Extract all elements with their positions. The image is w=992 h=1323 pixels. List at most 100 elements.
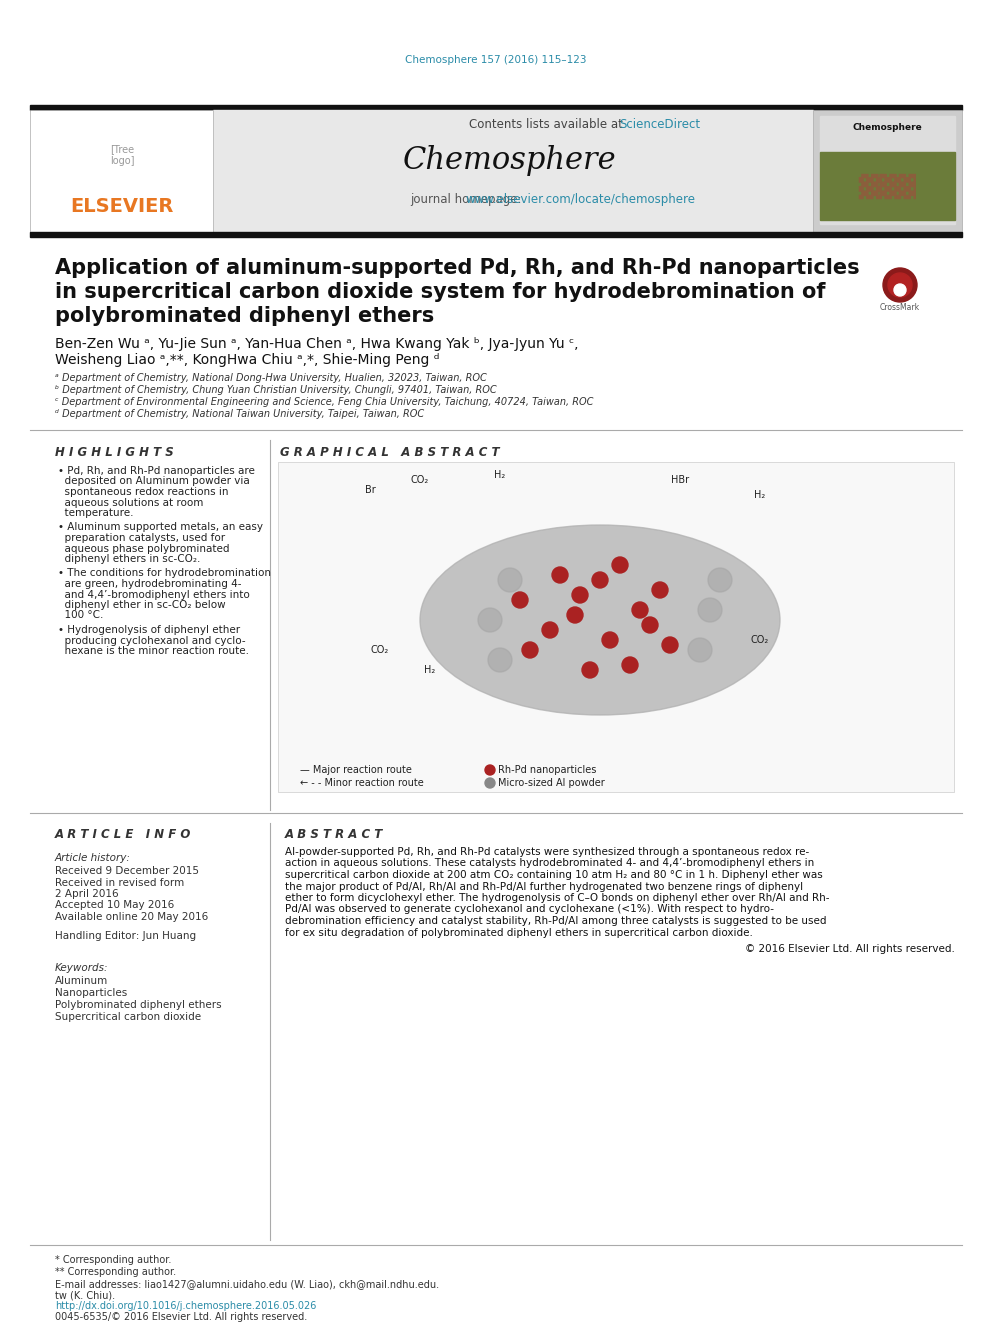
Circle shape [612,557,628,573]
Bar [820,116,955,224]
Text: H₂: H₂ [754,490,766,500]
Text: debromination efficiency and catalyst stability, Rh-Pd/Al among three catalysts : debromination efficiency and catalyst st… [285,916,826,926]
Circle shape [498,568,522,591]
Text: Supercritical carbon dioxide: Supercritical carbon dioxide [55,1012,201,1021]
Circle shape [602,632,618,648]
Text: supercritical carbon dioxide at 200 atm CO₂ containing 10 atm H₂ and 80 °C in 1 : supercritical carbon dioxide at 200 atm … [285,871,822,880]
Circle shape [708,568,732,591]
Circle shape [485,765,495,775]
Text: aqueous solutions at room: aqueous solutions at room [58,497,203,508]
Text: ᵇ Department of Chemistry, Chung Yuan Christian University, Chungli, 97401, Taiw: ᵇ Department of Chemistry, Chung Yuan Ch… [55,385,497,396]
Text: CO₂: CO₂ [411,475,430,486]
Text: A B S T R A C T: A B S T R A C T [285,828,383,841]
Circle shape [478,609,502,632]
Text: Available online 20 May 2016: Available online 20 May 2016 [55,912,208,922]
Circle shape [698,598,722,622]
Text: temperature.: temperature. [58,508,134,519]
Text: Ben-Zen Wu ᵃ, Yu-Jie Sun ᵃ, Yan-Hua Chen ᵃ, Hwa Kwang Yak ᵇ, Jya-Jyun Yu ᶜ,: Ben-Zen Wu ᵃ, Yu-Jie Sun ᵃ, Yan-Hua Chen… [55,337,578,351]
Circle shape [522,642,538,658]
Text: Rh-Pd nanoparticles: Rh-Pd nanoparticles [498,765,596,775]
Text: HBr: HBr [671,475,689,486]
Text: spontaneous redox reactions in: spontaneous redox reactions in [58,487,228,497]
Text: Micro-sized Al powder: Micro-sized Al powder [498,778,605,789]
Text: CrossMark: CrossMark [880,303,920,311]
Circle shape [485,778,495,789]
Text: producing cyclohexanol and cyclo-: producing cyclohexanol and cyclo- [58,635,246,646]
Text: Pd/Al was observed to generate cyclohexanol and cyclohexane (<1%). With respect : Pd/Al was observed to generate cyclohexa… [285,905,774,914]
Text: 100 °C.: 100 °C. [58,610,103,620]
Text: Nanoparticles: Nanoparticles [55,988,127,998]
Circle shape [622,658,638,673]
Text: Chemosphere: Chemosphere [403,144,617,176]
Text: CO₂: CO₂ [751,635,769,646]
Text: ᵈ Department of Chemistry, National Taiwan University, Taipei, Taiwan, ROC: ᵈ Department of Chemistry, National Taiw… [55,409,425,419]
Text: are green, hydrodebrominating 4-: are green, hydrodebrominating 4- [58,579,241,589]
Text: journal homepage:: journal homepage: [411,193,530,206]
Bar [30,105,962,110]
Circle shape [512,591,528,609]
Text: • The conditions for hydrodebromination: • The conditions for hydrodebromination [58,569,271,578]
Text: * Corresponding author.: * Corresponding author. [55,1256,172,1265]
Text: ether to form dicyclohexyl ether. The hydrogenolysis of C–O bonds on diphenyl et: ether to form dicyclohexyl ether. The hy… [285,893,829,904]
Text: http://dx.doi.org/10.1016/j.chemosphere.2016.05.026: http://dx.doi.org/10.1016/j.chemosphere.… [55,1301,316,1311]
Text: 0045-6535/© 2016 Elsevier Ltd. All rights reserved.: 0045-6535/© 2016 Elsevier Ltd. All right… [55,1312,308,1322]
Bar [278,462,954,792]
Text: H₂: H₂ [425,665,435,675]
Text: ▓▓▓: ▓▓▓ [858,173,916,198]
Text: preparation catalysts, used for: preparation catalysts, used for [58,533,225,542]
Text: Al-powder-supported Pd, Rh, and Rh-Pd catalysts were synthesized through a spont: Al-powder-supported Pd, Rh, and Rh-Pd ca… [285,847,809,857]
Text: deposited on Aluminum powder via: deposited on Aluminum powder via [58,476,250,487]
Text: [Tree
logo]: [Tree logo] [110,144,134,165]
Text: Chemosphere 157 (2016) 115–123: Chemosphere 157 (2016) 115–123 [406,56,586,65]
Text: © 2016 Elsevier Ltd. All rights reserved.: © 2016 Elsevier Ltd. All rights reserved… [745,945,955,954]
Text: ** Corresponding author.: ** Corresponding author. [55,1267,177,1277]
Text: E-mail addresses: liao1427@alumni.uidaho.edu (W. Liao), ckh@mail.ndhu.edu.: E-mail addresses: liao1427@alumni.uidaho… [55,1279,439,1289]
Text: • Pd, Rh, and Rh-Pd nanoparticles are: • Pd, Rh, and Rh-Pd nanoparticles are [58,466,255,476]
Text: the major product of Pd/Al, Rh/Al and Rh-Pd/Al further hydrogenated two benzene : the major product of Pd/Al, Rh/Al and Rh… [285,881,804,892]
Text: A R T I C L E   I N F O: A R T I C L E I N F O [55,828,191,841]
Text: Aluminum: Aluminum [55,976,108,986]
Text: ScienceDirect: ScienceDirect [619,119,700,131]
Text: Accepted 10 May 2016: Accepted 10 May 2016 [55,901,175,910]
Text: diphenyl ether in sc-CO₂ below: diphenyl ether in sc-CO₂ below [58,601,225,610]
Text: Chemosphere: Chemosphere [852,123,922,132]
Text: Polybrominated diphenyl ethers: Polybrominated diphenyl ethers [55,1000,221,1009]
Circle shape [652,582,668,598]
Text: ELSEVIER: ELSEVIER [70,197,174,217]
Text: Received 9 December 2015: Received 9 December 2015 [55,867,199,876]
Bar [820,152,955,220]
Text: ← - - Minor reaction route: ← - - Minor reaction route [300,778,424,789]
Circle shape [542,622,558,638]
Text: 2 April 2016: 2 April 2016 [55,889,119,900]
Text: hexane is the minor reaction route.: hexane is the minor reaction route. [58,646,249,656]
Text: diphenyl ethers in sc-CO₂.: diphenyl ethers in sc-CO₂. [58,554,200,564]
Text: Handling Editor: Jun Huang: Handling Editor: Jun Huang [55,931,196,941]
Text: www.elsevier.com/locate/chemosphere: www.elsevier.com/locate/chemosphere [465,193,695,206]
Text: — Major reaction route: — Major reaction route [300,765,412,775]
Circle shape [642,617,658,632]
Text: Contents lists available at: Contents lists available at [469,119,631,131]
Circle shape [894,284,906,296]
Circle shape [488,648,512,672]
Text: action in aqueous solutions. These catalysts hydrodebrominated 4- and 4,4’-bromo: action in aqueous solutions. These catal… [285,859,814,868]
Text: ᵃ Department of Chemistry, National Dong-Hwa University, Hualien, 32023, Taiwan,: ᵃ Department of Chemistry, National Dong… [55,373,487,382]
Bar [30,232,962,237]
Text: ᶜ Department of Environmental Engineering and Science, Feng Chia University, Tai: ᶜ Department of Environmental Engineerin… [55,397,593,407]
Text: Application of aluminum-supported Pd, Rh, and Rh-Pd nanoparticles: Application of aluminum-supported Pd, Rh… [55,258,860,278]
Text: H₂: H₂ [494,470,506,480]
Text: polybrominated diphenyl ethers: polybrominated diphenyl ethers [55,306,434,325]
Circle shape [582,662,598,677]
Bar [213,110,813,232]
Text: Weisheng Liao ᵃ,**, KongHwa Chiu ᵃ,*, Shie-Ming Peng ᵈ: Weisheng Liao ᵃ,**, KongHwa Chiu ᵃ,*, Sh… [55,353,439,366]
Circle shape [688,638,712,662]
Text: • Hydrogenolysis of diphenyl ether: • Hydrogenolysis of diphenyl ether [58,624,240,635]
Ellipse shape [420,525,780,714]
Text: Received in revised form: Received in revised form [55,877,185,888]
Text: and 4,4’-bromodiphenyl ethers into: and 4,4’-bromodiphenyl ethers into [58,590,250,599]
Circle shape [572,587,588,603]
Text: G R A P H I C A L   A B S T R A C T: G R A P H I C A L A B S T R A C T [280,446,500,459]
Text: H I G H L I G H T S: H I G H L I G H T S [55,446,174,459]
Circle shape [888,273,912,296]
Text: for ex situ degradation of polybrominated diphenyl ethers in supercritical carbo: for ex situ degradation of polybrominate… [285,927,753,938]
Bar [813,110,962,232]
